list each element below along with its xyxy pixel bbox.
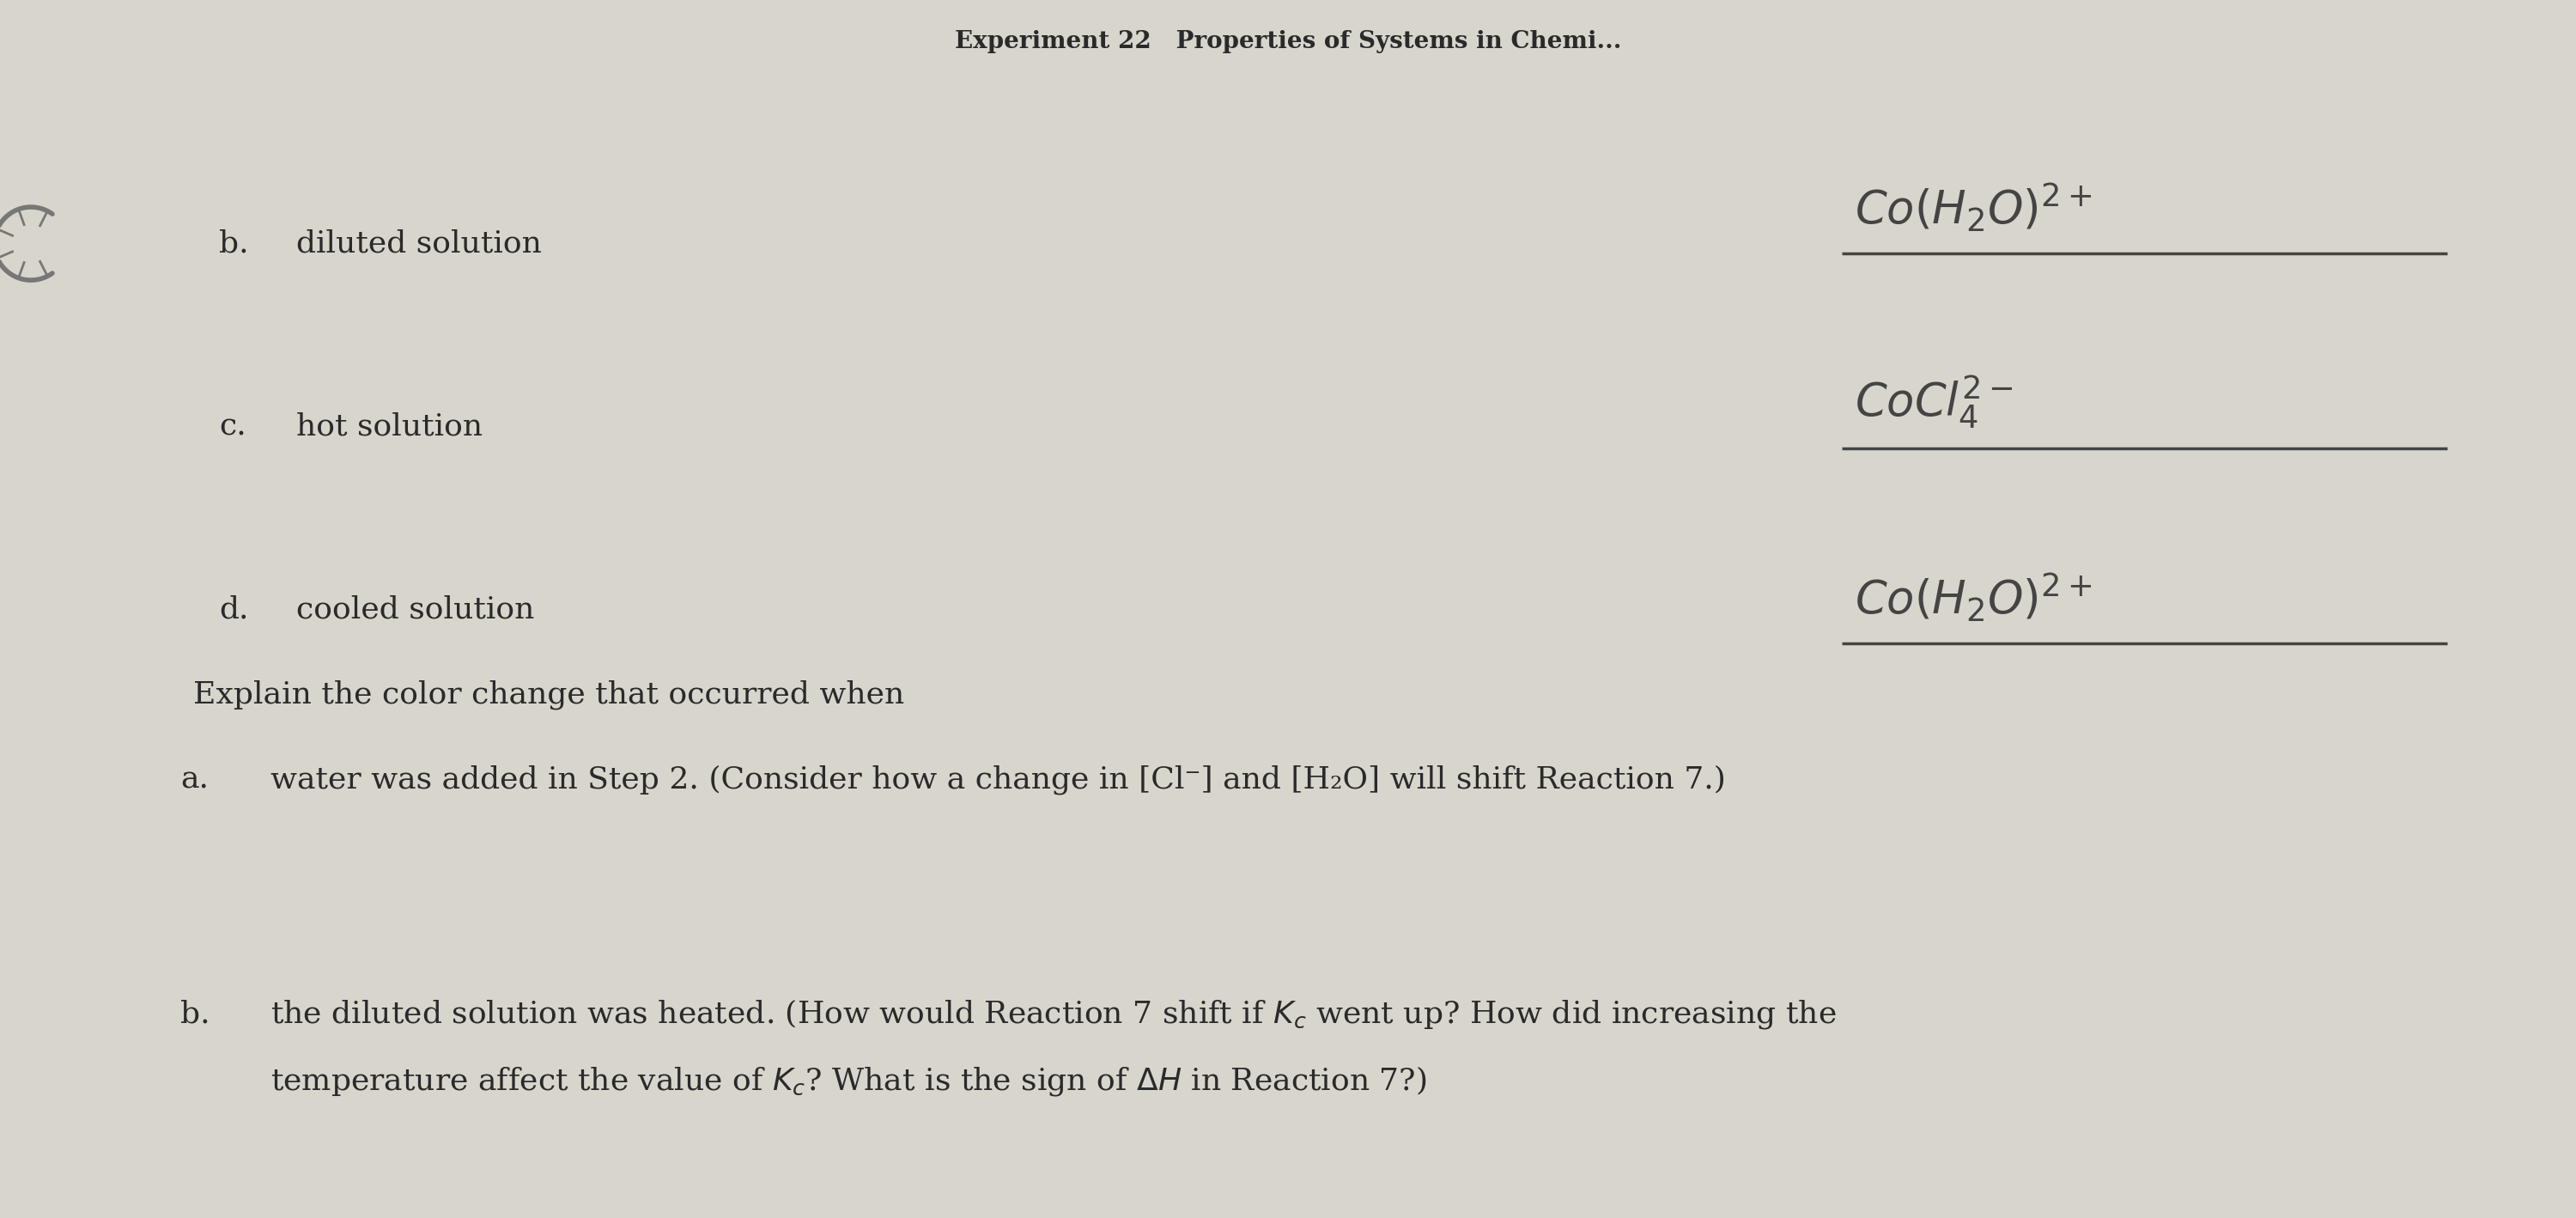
Text: Experiment 22   Properties of Systems in Chemi...: Experiment 22 Properties of Systems in C… xyxy=(956,30,1620,54)
Text: cooled solution: cooled solution xyxy=(296,594,533,624)
Text: b.: b. xyxy=(219,229,250,258)
Text: $Co(H_2O)^{2+}$: $Co(H_2O)^{2+}$ xyxy=(1855,180,2092,234)
Text: b.: b. xyxy=(180,1000,211,1028)
Text: diluted solution: diluted solution xyxy=(296,229,541,258)
Text: $CoCl_4^{2-}$: $CoCl_4^{2-}$ xyxy=(1855,373,2012,431)
Text: a.: a. xyxy=(180,765,209,794)
Text: water was added in Step 2. (Consider how a change in [Cl⁻] and [H₂O] will shift : water was added in Step 2. (Consider how… xyxy=(270,765,1726,794)
Text: temperature affect the value of $K_c$? What is the sign of $\Delta H$ in Reactio: temperature affect the value of $K_c$? W… xyxy=(270,1065,1427,1097)
Text: $Co(H_2O)^{2+}$: $Co(H_2O)^{2+}$ xyxy=(1855,570,2092,624)
Text: Explain the color change that occurred when: Explain the color change that occurred w… xyxy=(193,680,904,709)
Text: hot solution: hot solution xyxy=(296,412,482,441)
Text: the diluted solution was heated. (How would Reaction 7 shift if $K_c$ went up? H: the diluted solution was heated. (How wo… xyxy=(270,998,1837,1030)
Text: c.: c. xyxy=(219,412,247,441)
Text: d.: d. xyxy=(219,594,247,624)
